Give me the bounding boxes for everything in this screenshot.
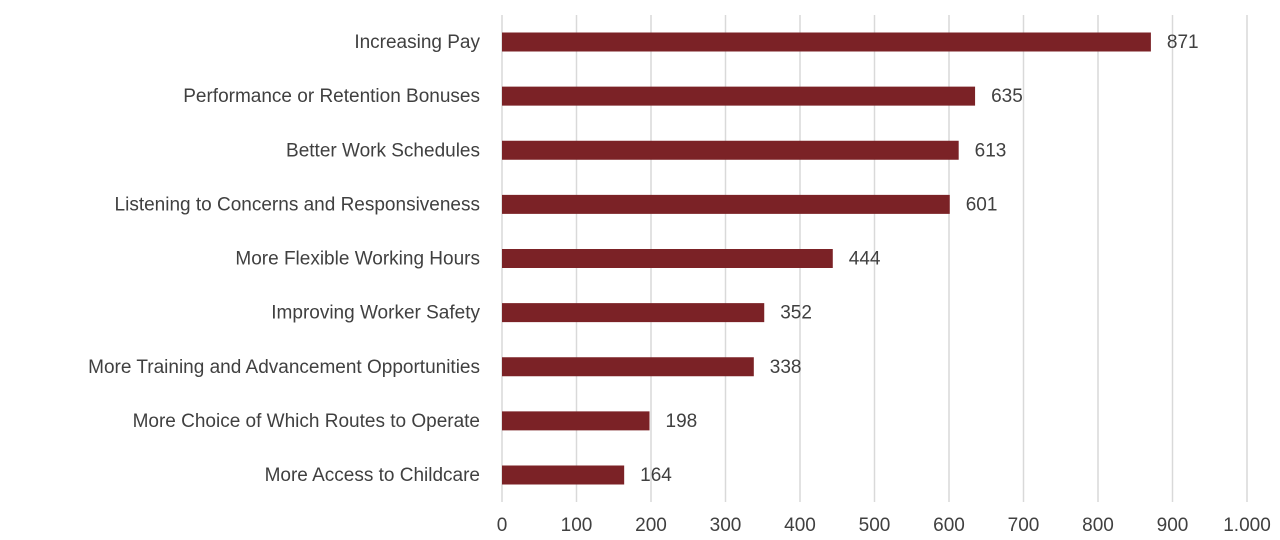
bar	[502, 140, 959, 160]
bar	[502, 249, 833, 268]
x-tick-label: 300	[710, 515, 742, 536]
y-tick-label: More Access to Childcare	[265, 465, 480, 486]
x-tick-label: 500	[859, 515, 891, 536]
x-tick-label: 800	[1082, 515, 1114, 536]
x-tick-label: 400	[784, 515, 816, 536]
bar	[502, 411, 650, 431]
data-label: 164	[640, 465, 672, 486]
bar	[502, 303, 765, 323]
y-tick-label: Better Work Schedules	[286, 140, 480, 161]
y-tick-label: More Training and Advancement Opportunit…	[88, 357, 480, 378]
y-tick-label: Improving Worker Safety	[271, 303, 480, 324]
bar	[502, 357, 754, 377]
x-tick-label: 600	[933, 515, 965, 536]
data-label: 338	[770, 357, 802, 378]
x-tick-label: 200	[635, 515, 667, 536]
y-tick-label: Performance or Retention Bonuses	[183, 86, 480, 107]
data-label: 635	[991, 86, 1023, 107]
x-tick-label: 700	[1008, 515, 1040, 536]
bar	[502, 32, 1151, 52]
y-tick-label: Listening to Concerns and Responsiveness	[115, 194, 480, 215]
x-tick-label: 100	[561, 515, 593, 536]
bar	[502, 86, 976, 106]
data-label: 352	[780, 303, 812, 324]
data-label: 613	[975, 140, 1007, 161]
y-tick-label: More Flexible Working Hours	[235, 249, 480, 270]
y-tick-label: More Choice of Which Routes to Operate	[133, 411, 480, 432]
bar	[502, 465, 625, 485]
data-label: 871	[1167, 32, 1199, 53]
data-label: 198	[666, 411, 698, 432]
y-tick-label: Increasing Pay	[354, 32, 480, 53]
x-tick-label: 0	[497, 515, 508, 536]
x-tick-label: 900	[1157, 515, 1189, 536]
data-label: 601	[966, 194, 998, 215]
data-label: 444	[849, 249, 881, 270]
bar	[502, 194, 950, 214]
x-tick-label: 1.000	[1223, 515, 1271, 536]
